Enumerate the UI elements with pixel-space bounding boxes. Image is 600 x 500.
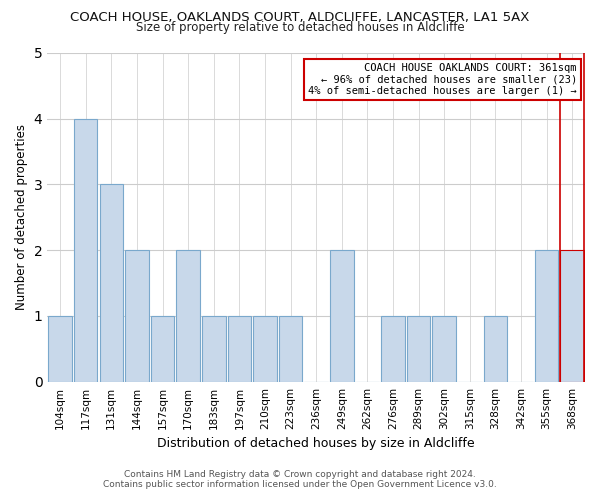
Y-axis label: Number of detached properties: Number of detached properties bbox=[15, 124, 28, 310]
Bar bbox=[49, 316, 72, 382]
Bar bbox=[535, 250, 559, 382]
Bar bbox=[279, 316, 302, 382]
Bar bbox=[100, 184, 123, 382]
Text: COACH HOUSE, OAKLANDS COURT, ALDCLIFFE, LANCASTER, LA1 5AX: COACH HOUSE, OAKLANDS COURT, ALDCLIFFE, … bbox=[70, 11, 530, 24]
Text: Contains HM Land Registry data © Crown copyright and database right 2024.
Contai: Contains HM Land Registry data © Crown c… bbox=[103, 470, 497, 489]
Bar bbox=[74, 118, 97, 382]
Bar bbox=[253, 316, 277, 382]
Bar bbox=[176, 250, 200, 382]
X-axis label: Distribution of detached houses by size in Aldcliffe: Distribution of detached houses by size … bbox=[157, 437, 475, 450]
Bar bbox=[381, 316, 405, 382]
Bar bbox=[151, 316, 174, 382]
Bar bbox=[227, 316, 251, 382]
Text: COACH HOUSE OAKLANDS COURT: 361sqm
← 96% of detached houses are smaller (23)
4% : COACH HOUSE OAKLANDS COURT: 361sqm ← 96%… bbox=[308, 63, 577, 96]
Bar bbox=[560, 250, 584, 382]
Bar bbox=[330, 250, 353, 382]
Text: Size of property relative to detached houses in Aldcliffe: Size of property relative to detached ho… bbox=[136, 21, 464, 34]
Bar bbox=[125, 250, 149, 382]
Bar bbox=[407, 316, 430, 382]
Bar bbox=[484, 316, 507, 382]
Bar bbox=[202, 316, 226, 382]
Bar bbox=[433, 316, 456, 382]
